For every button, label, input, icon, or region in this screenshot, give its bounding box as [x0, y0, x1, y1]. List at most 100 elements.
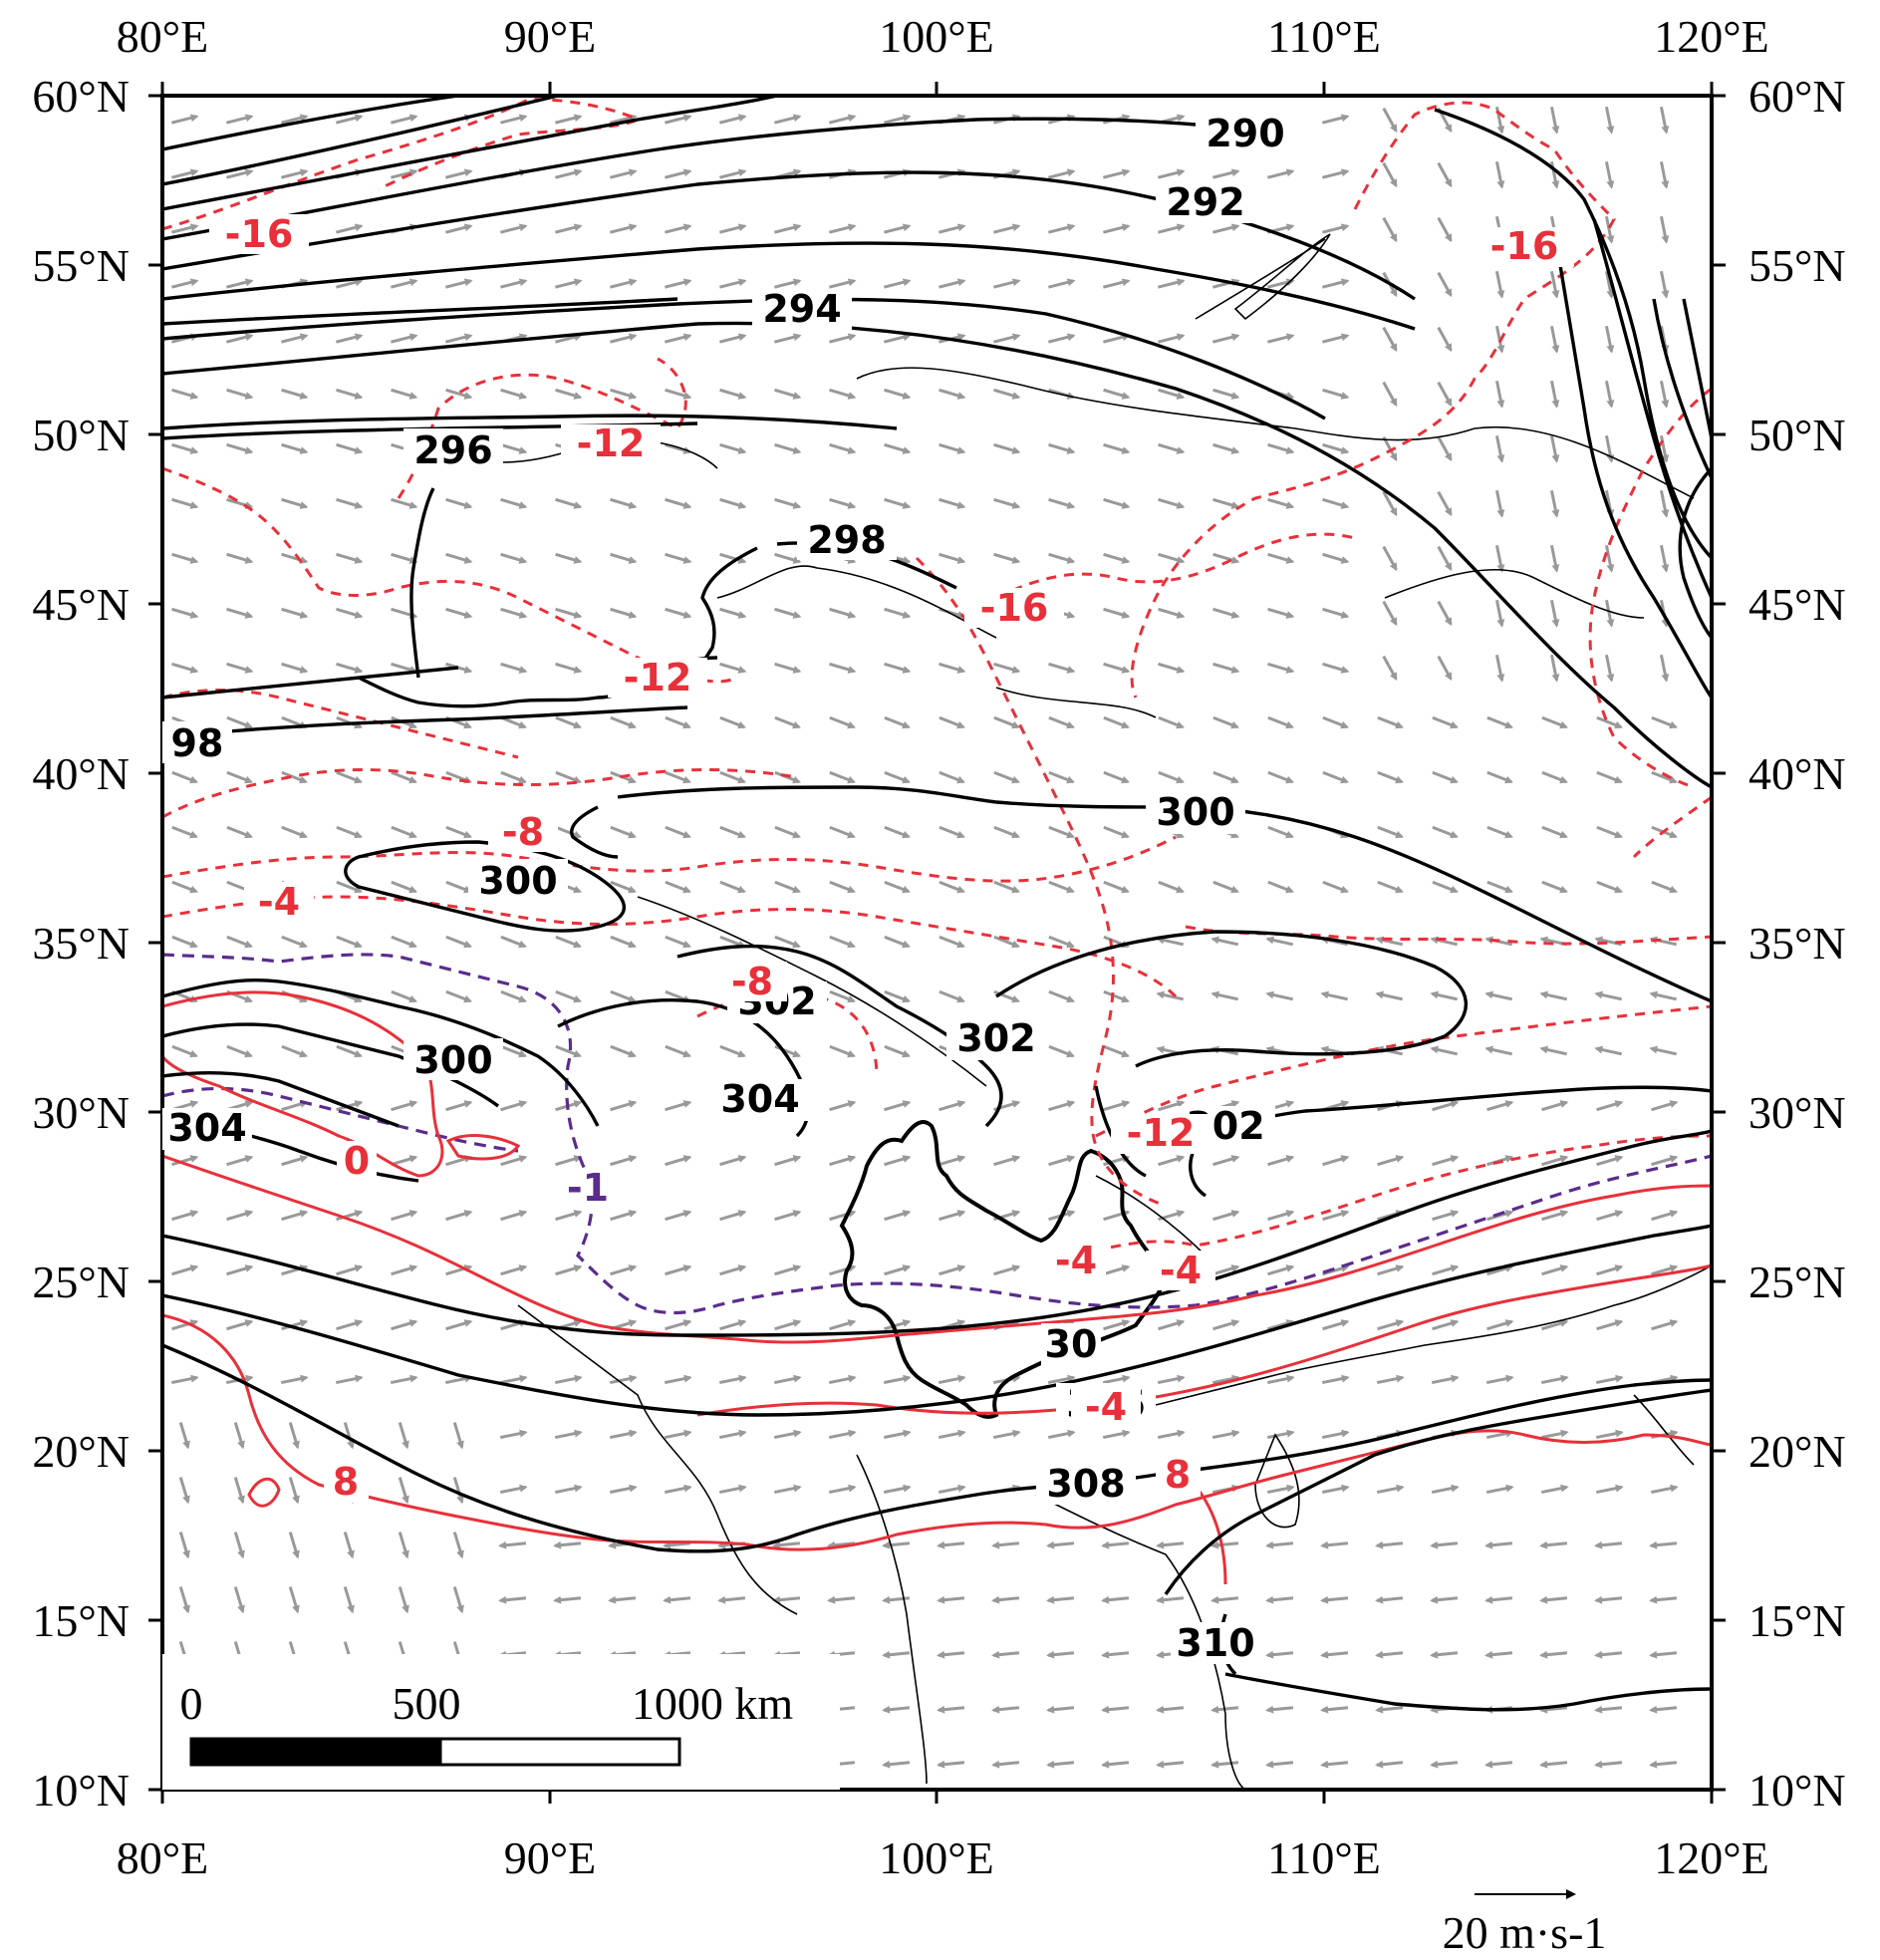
wind-vector [1595, 1429, 1624, 1440]
wind-vector [226, 1155, 254, 1167]
wind-vector [1594, 1595, 1623, 1604]
wind-vector [288, 1477, 300, 1505]
red-contour-label: 0 [344, 1139, 370, 1183]
wind-vector [937, 1760, 965, 1769]
wind-vector [1659, 544, 1670, 573]
lon-tick-label: 120°E [1654, 11, 1769, 62]
wind-vector [445, 825, 472, 839]
wind-vector [1212, 1264, 1240, 1276]
wind-vector [1437, 490, 1453, 517]
wind-vector [993, 388, 1021, 400]
theta-contour-labels: 290 292 294 296 298 98 300 300 300 302 3… [162, 112, 1295, 1665]
wind-vector [1376, 1484, 1405, 1495]
theta-contours [162, 96, 1712, 1712]
wind-vector [1267, 442, 1295, 454]
wind-vector [553, 1595, 582, 1604]
wind-vector [993, 1264, 1021, 1276]
wind-vector [1649, 1540, 1678, 1549]
wind-vector [1432, 825, 1459, 839]
wind-vector [1322, 388, 1350, 400]
wind-vector [1267, 497, 1295, 509]
wind-vector [719, 552, 747, 564]
wind-vector [445, 552, 473, 564]
wind-vector [500, 1155, 528, 1167]
wind-vector [1494, 434, 1505, 463]
wind-vector [665, 1155, 692, 1167]
wind-vector [1158, 1100, 1186, 1112]
lat-tick-label: 50°N [1748, 410, 1846, 460]
wind-vector [829, 1100, 857, 1112]
wind-vector [774, 880, 801, 894]
wind-vector [1048, 168, 1076, 179]
wind-vector [1048, 989, 1075, 1003]
wind-vector [829, 497, 857, 509]
wind-vector [1048, 715, 1075, 729]
wind-vector [1432, 1100, 1460, 1112]
wind-vector [1156, 1760, 1185, 1769]
lat-tick-label: 15°N [32, 1595, 130, 1646]
wind-vector [610, 1100, 638, 1112]
wind-vector [665, 825, 691, 839]
wind-vector [1432, 1264, 1460, 1276]
wind-vector [1158, 662, 1186, 674]
wind-vector [1103, 497, 1131, 509]
wind-vector [1431, 1374, 1460, 1385]
wind-vector [1604, 106, 1615, 135]
wind-vector [391, 1100, 418, 1112]
wind-vector [1484, 1540, 1513, 1549]
wind-vector [719, 278, 747, 289]
wind-vector [336, 1319, 364, 1331]
wind-vector [1103, 770, 1130, 784]
wind-vector [1212, 1210, 1240, 1222]
lat-tick-labels-left: 60°N 55°N 50°N 45°N 40°N 35°N 30°N 25°N … [32, 71, 130, 1816]
wind-vector [884, 388, 912, 400]
wind-vector [664, 1374, 692, 1385]
wind-vector [1158, 880, 1185, 894]
wind-vector [884, 1264, 912, 1276]
wind-vector [1156, 990, 1185, 1001]
wind-vector [226, 552, 254, 564]
wind-vector [991, 1705, 1020, 1714]
wind-vector [1158, 770, 1185, 784]
wind-vector [1267, 607, 1295, 619]
wind-vector [1494, 270, 1505, 299]
wind-vector [610, 935, 637, 949]
wind-vector [1494, 380, 1505, 409]
wind-vector [1437, 271, 1453, 298]
wind-vector [774, 607, 802, 619]
wind-vector [665, 770, 691, 784]
wind-vector [1101, 1595, 1130, 1604]
wind-vector [608, 1595, 637, 1604]
wind-vector [281, 168, 309, 179]
wind-vector [1265, 1595, 1294, 1604]
wind-vector [719, 388, 747, 400]
wind-vector [828, 1484, 857, 1495]
wind-vector [171, 770, 198, 784]
wind-vector [1212, 1319, 1240, 1331]
wind-vector [1158, 442, 1186, 454]
wind-vector [1376, 1374, 1405, 1385]
wind-vector [500, 607, 528, 619]
wind-vector [993, 880, 1020, 894]
wind-vector [1659, 106, 1670, 135]
wind-vector [884, 497, 912, 509]
wind-vector [445, 1100, 473, 1112]
wind-vector [1158, 715, 1185, 729]
wind-vector [1158, 223, 1186, 234]
wind-vector [1485, 1374, 1514, 1385]
wind-vector [1322, 1210, 1350, 1222]
wind-vector [829, 1044, 856, 1058]
wind-vector [281, 552, 309, 564]
wind-vector [610, 497, 638, 509]
wind-vector [1322, 497, 1350, 509]
wind-vector [773, 1484, 802, 1495]
wind-vector [610, 552, 638, 564]
wind-vector [1437, 600, 1453, 627]
wind-vector [1047, 1374, 1076, 1385]
wind-vector [991, 1540, 1020, 1549]
wind-vector [774, 662, 802, 674]
wind-vector [1103, 388, 1131, 400]
wind-vector [1549, 489, 1560, 518]
wind-vector [1322, 1155, 1350, 1167]
lat-tick-label: 30°N [32, 1087, 130, 1138]
